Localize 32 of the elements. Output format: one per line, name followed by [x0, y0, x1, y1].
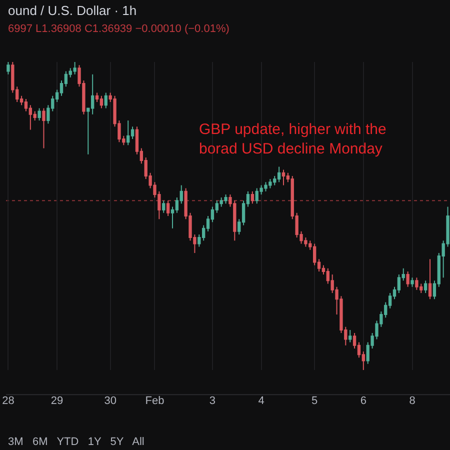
candlestick: [406, 270, 410, 288]
candlestick: [126, 120, 130, 146]
chart-subtitle: 6997 L1.36908 C1.36939 −0.00010 (−0.01%): [8, 23, 230, 35]
x-tick-label: 6: [360, 395, 366, 407]
candlestick: [73, 62, 76, 75]
candlestick: [250, 190, 254, 204]
candlestick: [424, 280, 428, 294]
candlestick: [348, 329, 352, 343]
candlestick: [428, 258, 432, 300]
annotation: GBP update, higher with the borad USD decline Monday: [199, 121, 386, 158]
candlestick: [277, 166, 281, 183]
x-tick-label: 8: [409, 395, 416, 407]
x-tick-label: 5: [312, 395, 318, 407]
candlestick: [104, 92, 108, 109]
chart-title: ound / U.S. Dollar · 1h: [8, 3, 137, 18]
x-tick-label: 28: [2, 395, 14, 407]
candlestick: [162, 200, 166, 214]
candlestick: [6, 62, 10, 75]
text: 3M 6M YTD 1Y 5Y All: [8, 436, 144, 448]
x-tick-label: Feb: [145, 395, 164, 407]
x-tick-label: 29: [50, 395, 64, 407]
candlestick: [415, 277, 418, 290]
candlestick: [410, 277, 414, 288]
x-tick-label: 4: [258, 395, 264, 407]
candlestick: [100, 95, 104, 109]
candlestick: [42, 108, 46, 149]
candlestick: [282, 169, 286, 186]
x-tick-label: 30: [104, 395, 116, 407]
candlestick: [166, 200, 170, 216]
x-tick-label: 3: [209, 395, 216, 407]
candlestick: [38, 108, 41, 122]
candlestick: [224, 194, 228, 204]
